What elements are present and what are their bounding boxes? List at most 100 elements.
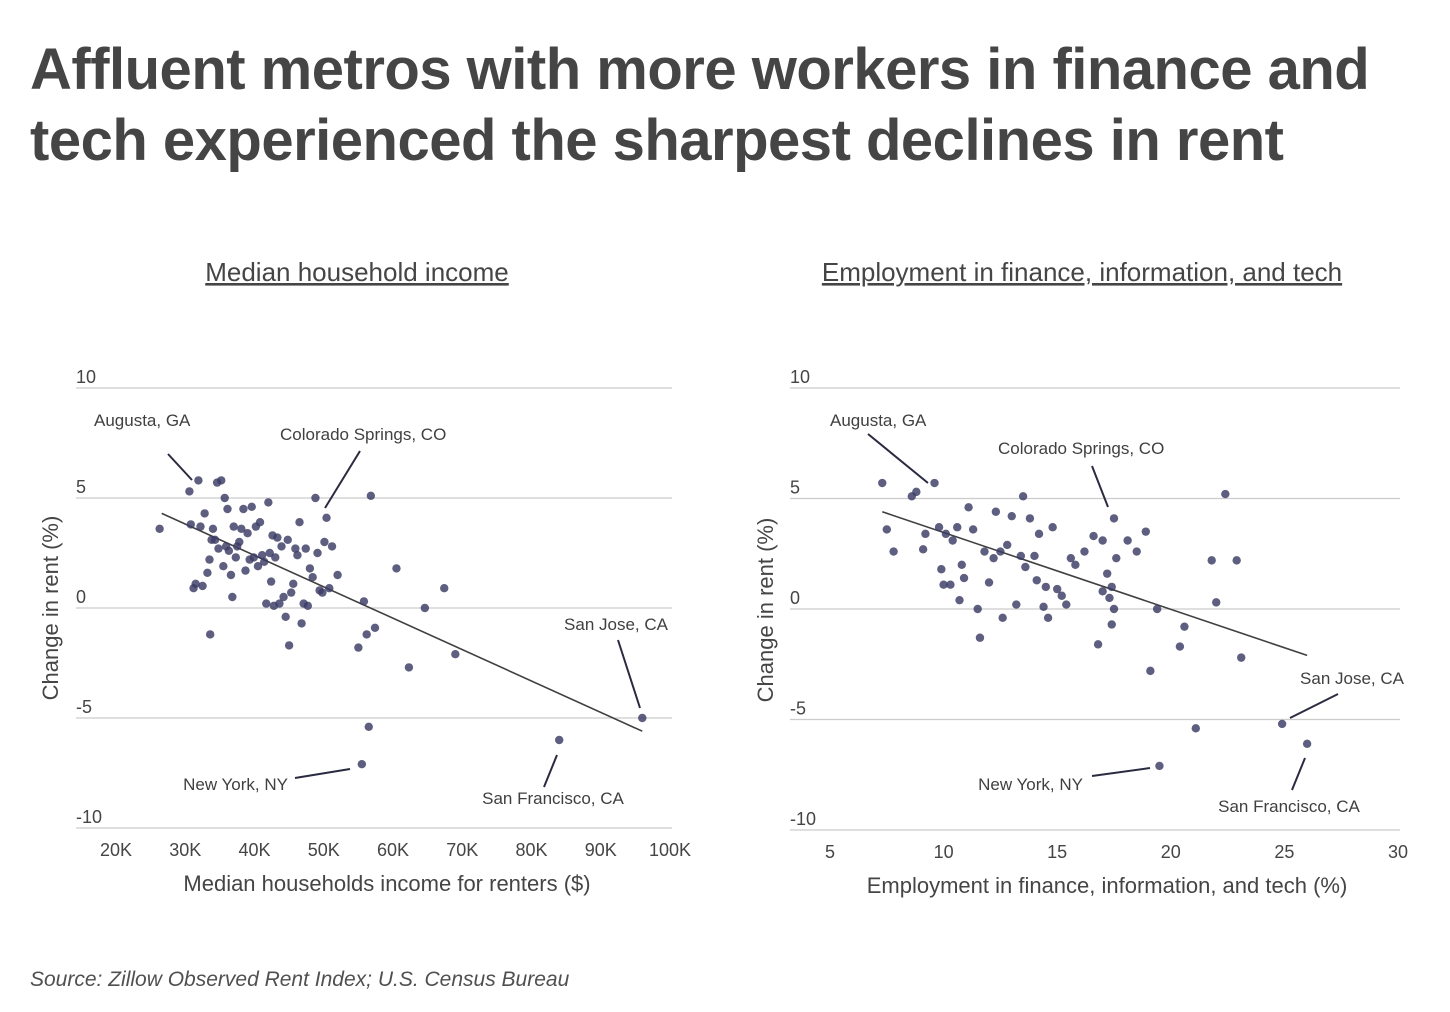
data-point — [220, 493, 229, 503]
annotation-label: Colorado Springs, CO — [998, 439, 1164, 458]
x-tick-label: 30 — [1388, 842, 1408, 862]
data-point — [1180, 622, 1189, 631]
data-point — [247, 502, 256, 511]
data-point — [1043, 613, 1053, 623]
data-point — [194, 476, 203, 485]
data-point — [1034, 529, 1044, 539]
data-point — [243, 529, 252, 538]
data-point — [921, 529, 930, 539]
data-point — [273, 533, 282, 542]
data-point — [1018, 492, 1028, 501]
y-tick-label: -5 — [76, 697, 92, 717]
data-point — [208, 524, 218, 533]
data-point — [257, 551, 267, 560]
annotation-leader — [324, 450, 361, 509]
data-point — [1277, 719, 1287, 729]
data-point — [1053, 584, 1062, 594]
data-point — [996, 547, 1005, 556]
data-point — [1207, 556, 1216, 565]
data-point — [955, 595, 964, 605]
annotation-label: New York, NY — [183, 775, 288, 794]
data-point — [1032, 576, 1041, 585]
data-point — [1155, 761, 1164, 771]
data-point — [1105, 593, 1114, 603]
annotation-leader — [867, 433, 929, 484]
annotation-label: San Jose, CA — [564, 615, 669, 634]
data-point — [217, 476, 226, 485]
y-tick-label: -10 — [790, 809, 816, 829]
x-tick-label: 25 — [1274, 842, 1294, 862]
x-axis-label: Median households income for renters ($) — [183, 871, 590, 896]
data-point — [939, 580, 948, 589]
data-point — [1152, 604, 1162, 614]
data-point — [934, 523, 944, 532]
data-point — [370, 623, 380, 632]
data-point — [392, 564, 401, 573]
data-point — [404, 663, 414, 672]
annotation-leader — [167, 453, 193, 481]
data-point — [937, 565, 946, 574]
data-point — [284, 641, 294, 650]
data-point — [1109, 604, 1119, 614]
data-point — [1093, 640, 1103, 649]
annotation-leader — [617, 639, 641, 709]
data-point — [889, 547, 898, 556]
data-point — [1146, 666, 1155, 676]
data-point — [200, 509, 209, 518]
source-note: Source: Zillow Observed Rent Index; U.S.… — [30, 968, 570, 991]
data-point — [259, 557, 269, 566]
data-point — [1021, 562, 1030, 572]
data-point — [253, 562, 263, 571]
data-point — [205, 630, 215, 639]
data-point — [255, 518, 265, 527]
chart-panel-1: Median household income 10 5 0 -5 -10 20K 30K 40… — [38, 257, 691, 896]
y-tick-label: 0 — [76, 587, 86, 607]
trend-line — [161, 512, 643, 732]
annotation-leader — [543, 754, 558, 788]
data-point — [1048, 523, 1057, 532]
data-point — [239, 504, 248, 514]
annotation-label: Augusta, GA — [94, 411, 191, 430]
data-point — [281, 612, 290, 621]
data-point — [989, 553, 998, 563]
data-point — [1071, 560, 1080, 569]
data-point — [241, 566, 250, 575]
data-point — [1221, 489, 1230, 499]
trend-line — [881, 511, 1308, 657]
y-tick-label: -10 — [76, 807, 102, 827]
data-point — [1141, 527, 1151, 536]
data-point — [959, 573, 969, 583]
data-point — [420, 603, 430, 613]
data-point — [279, 592, 288, 602]
x-tick-label: 80K — [515, 840, 547, 860]
data-point — [1123, 536, 1132, 545]
data-point — [638, 713, 647, 723]
annotation-leader — [294, 768, 351, 779]
annotation-leader — [1289, 693, 1339, 719]
annotation-label: San Francisco, CA — [482, 789, 624, 808]
data-point — [1175, 642, 1185, 651]
data-point — [185, 487, 194, 496]
x-tick-label: 40K — [238, 840, 270, 860]
data-point — [325, 584, 334, 593]
data-point — [1109, 514, 1119, 523]
data-point — [440, 584, 449, 593]
data-point — [198, 581, 207, 591]
x-tick-label: 60K — [377, 840, 409, 860]
data-point — [289, 579, 298, 588]
data-point — [1132, 547, 1141, 556]
data-point — [1302, 739, 1312, 749]
data-point — [1057, 591, 1066, 600]
data-point — [998, 613, 1007, 623]
y-axis-label: Change in rent (%) — [753, 518, 778, 703]
data-point — [231, 553, 241, 562]
y-tick-label: -5 — [790, 699, 806, 719]
data-point — [266, 577, 276, 586]
data-point — [362, 630, 371, 639]
data-point — [191, 579, 200, 588]
y-tick-label: 5 — [790, 478, 800, 498]
data-point — [313, 548, 322, 558]
data-point — [1012, 600, 1021, 609]
data-point — [1212, 598, 1221, 607]
data-point — [941, 529, 951, 539]
